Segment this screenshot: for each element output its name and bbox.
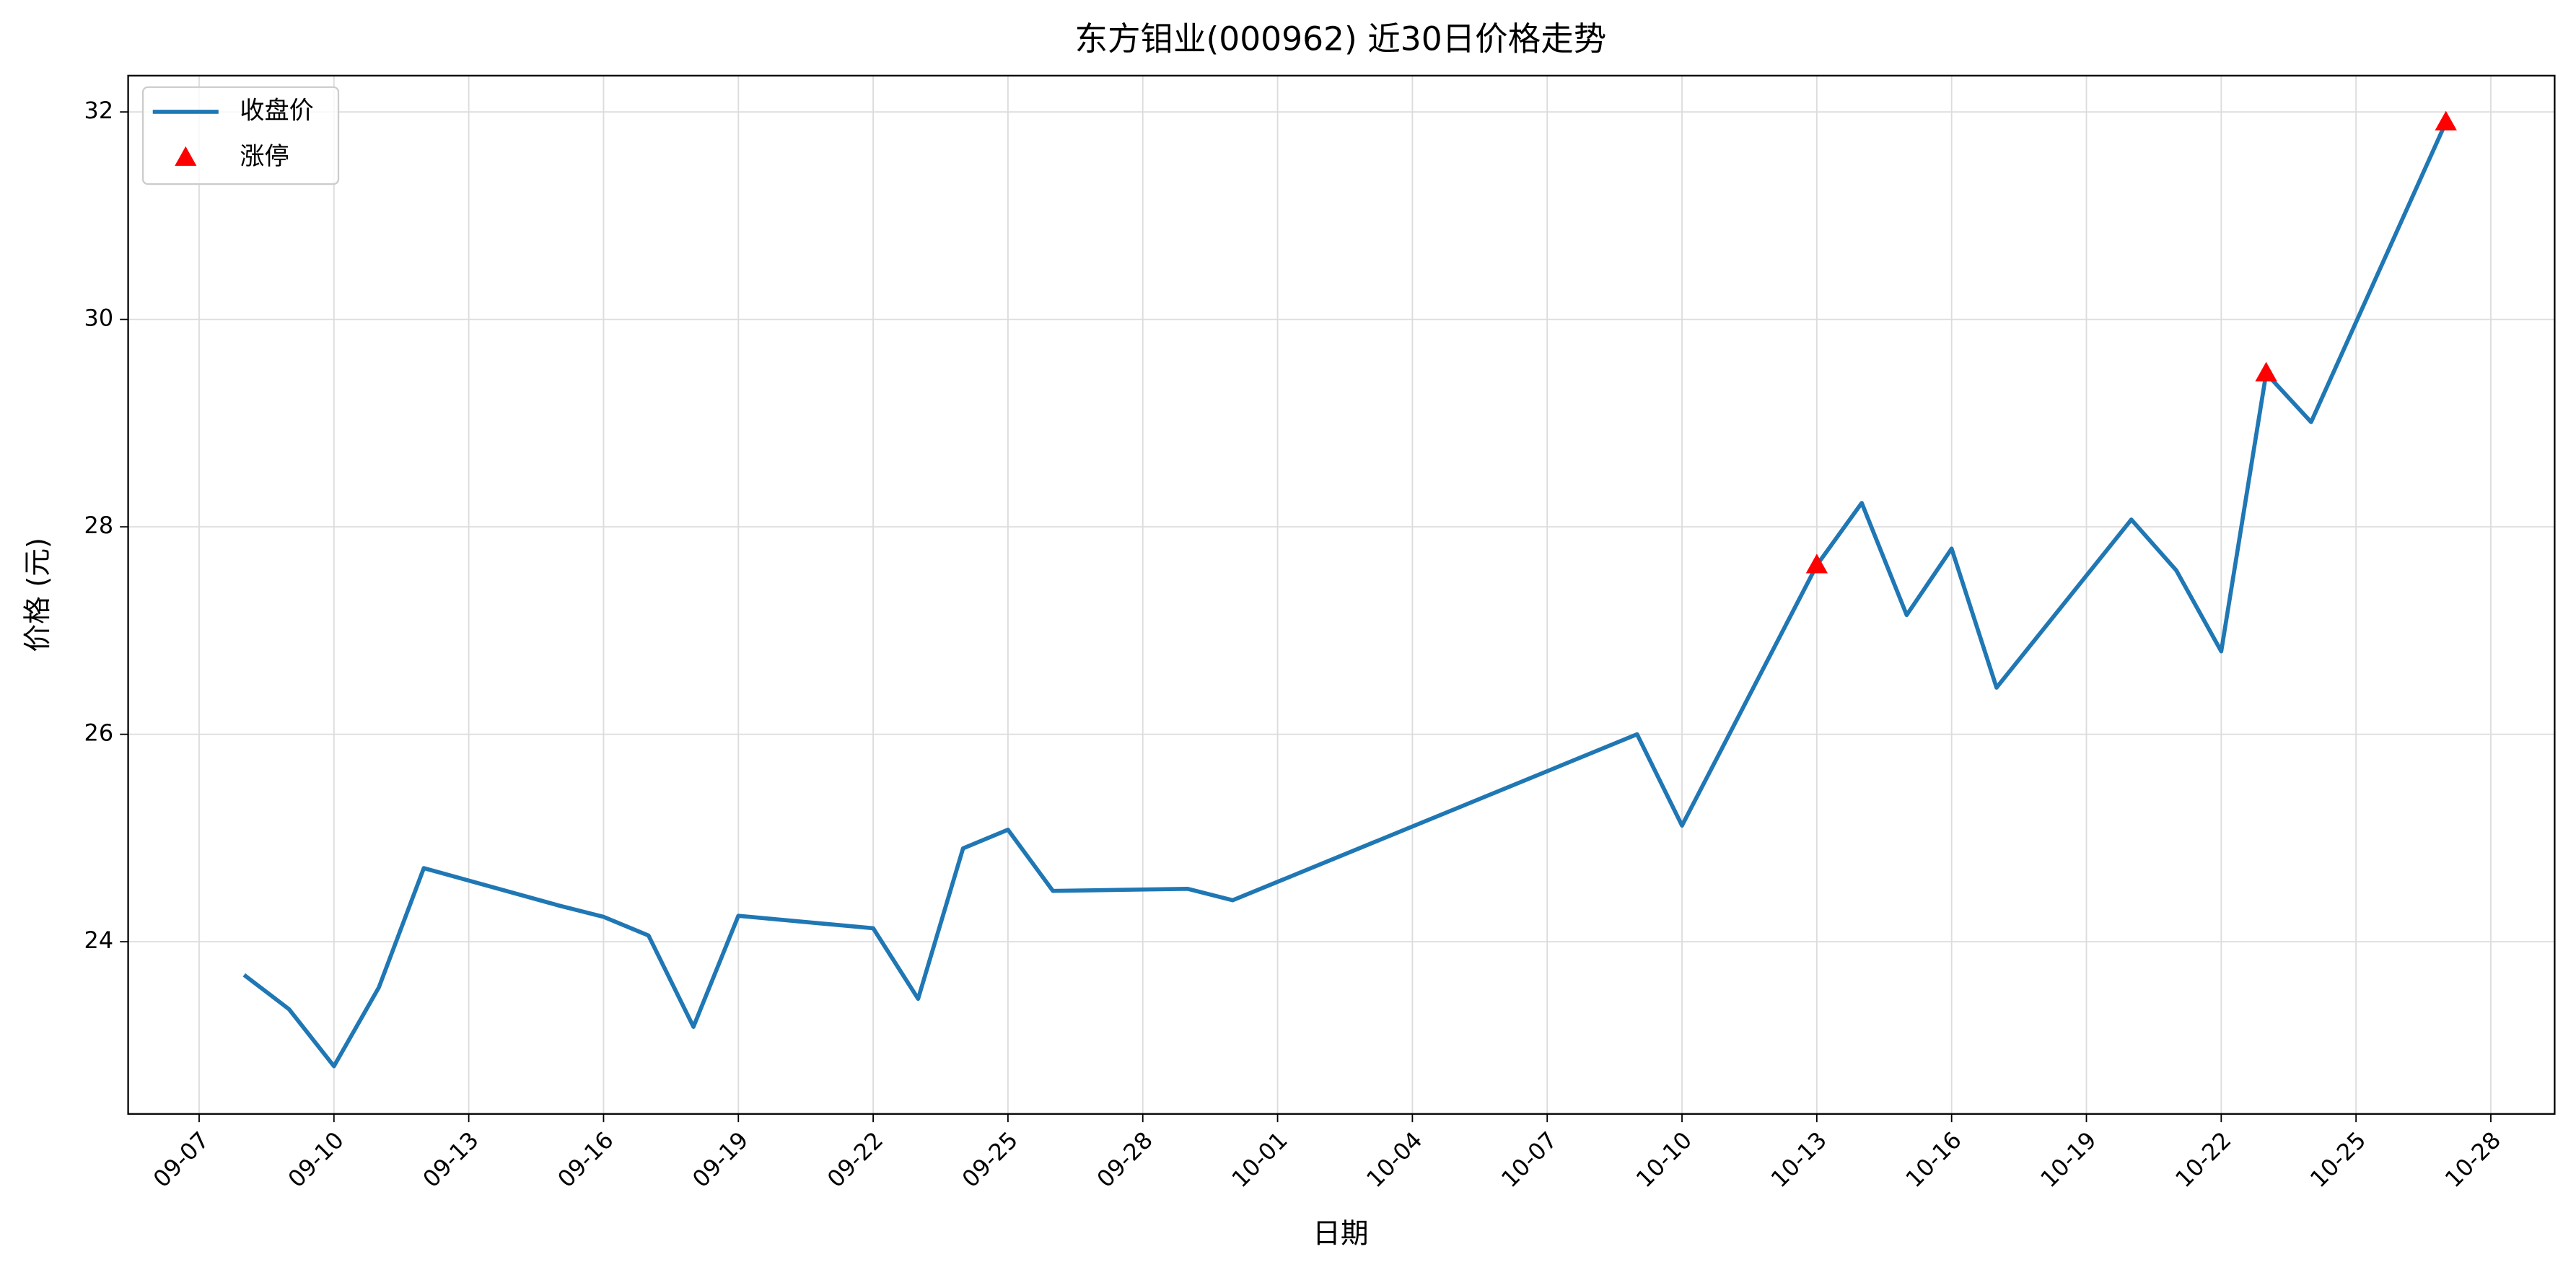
y-axis-label: 价格 (元) (22, 538, 54, 652)
marker (2435, 110, 2457, 131)
line (242, 121, 2448, 1069)
chart-title: 东方钼业(000962) 近30日价格走势 (1074, 20, 1606, 58)
y-tick-label: 26 (84, 719, 114, 747)
y-tick-label: 24 (84, 926, 114, 954)
legend-swatch (175, 146, 197, 166)
legend-label: 收盘价 (240, 96, 313, 125)
marker (1805, 553, 1828, 574)
y-tick-label: 32 (84, 97, 114, 124)
y-tick-label: 30 (84, 304, 114, 332)
legend-label: 涨停 (240, 142, 289, 171)
marker (2255, 362, 2277, 382)
y-tick-label: 28 (84, 512, 114, 539)
x-axis-label: 日期 (1313, 1218, 1368, 1250)
plot-frame (127, 74, 2556, 1115)
